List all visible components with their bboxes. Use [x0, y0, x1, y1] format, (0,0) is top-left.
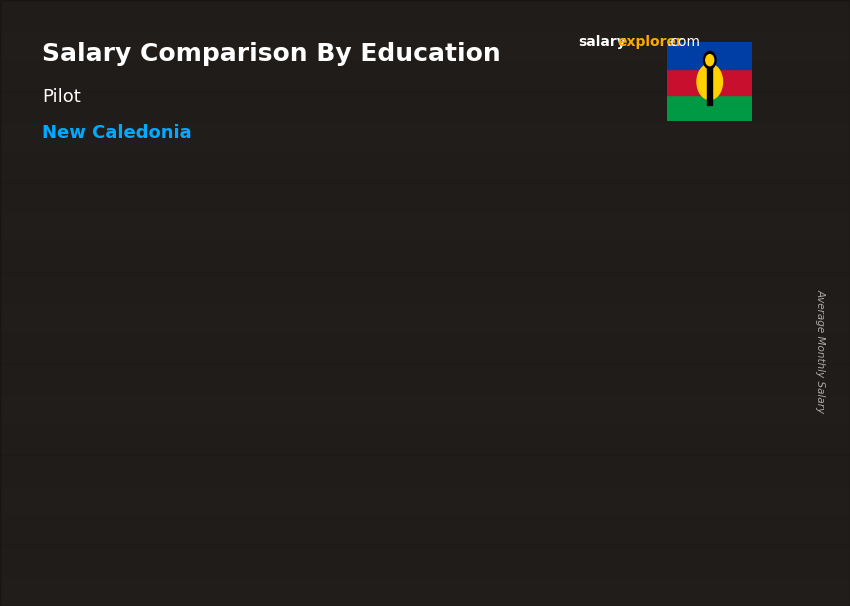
Bar — [0, 121, 850, 152]
Bar — [0, 0, 850, 30]
Bar — [707, 58, 712, 105]
Text: Salary Comparison By Education: Salary Comparison By Education — [42, 42, 501, 67]
Bar — [0, 273, 850, 303]
Text: Pilot: Pilot — [42, 88, 82, 106]
Bar — [225, 391, 237, 521]
Bar — [0, 333, 850, 364]
Bar — [0, 485, 850, 515]
Bar — [0, 182, 850, 212]
Bar — [661, 235, 672, 521]
Bar — [596, 235, 672, 521]
Bar — [596, 235, 601, 521]
Text: +58%: +58% — [272, 224, 343, 244]
Text: 93,900 XPF: 93,900 XPF — [155, 370, 243, 384]
Bar — [0, 394, 850, 424]
Text: 206,000 XPF: 206,000 XPF — [585, 214, 683, 228]
Bar — [0, 212, 850, 242]
Text: .com: .com — [666, 35, 700, 49]
Bar — [667, 69, 752, 95]
Circle shape — [697, 64, 722, 99]
Bar — [161, 391, 237, 393]
Bar — [378, 315, 455, 317]
Bar — [161, 391, 237, 521]
Bar — [0, 91, 850, 121]
Text: New Caledonia: New Caledonia — [42, 124, 192, 142]
Bar — [443, 315, 455, 521]
Bar — [0, 515, 850, 545]
Text: salary: salary — [578, 35, 626, 49]
Text: 149,000 XPF: 149,000 XPF — [367, 293, 466, 307]
Bar — [0, 454, 850, 485]
Bar — [378, 315, 383, 521]
Text: explorer: explorer — [617, 35, 683, 49]
Bar — [161, 391, 165, 521]
Bar — [378, 315, 455, 521]
Bar — [667, 42, 752, 69]
Bar — [0, 303, 850, 333]
Bar — [0, 545, 850, 576]
Bar — [0, 576, 850, 606]
FancyArrowPatch shape — [211, 299, 400, 375]
Bar — [0, 364, 850, 394]
Bar — [0, 152, 850, 182]
Bar — [0, 424, 850, 454]
Text: Average Monthly Salary: Average Monthly Salary — [815, 290, 825, 413]
Bar — [0, 30, 850, 61]
Text: +39%: +39% — [490, 145, 561, 165]
Bar — [596, 235, 672, 238]
Circle shape — [704, 52, 716, 69]
Bar — [0, 61, 850, 91]
FancyArrowPatch shape — [429, 219, 617, 299]
Bar — [0, 242, 850, 273]
Circle shape — [706, 55, 714, 65]
